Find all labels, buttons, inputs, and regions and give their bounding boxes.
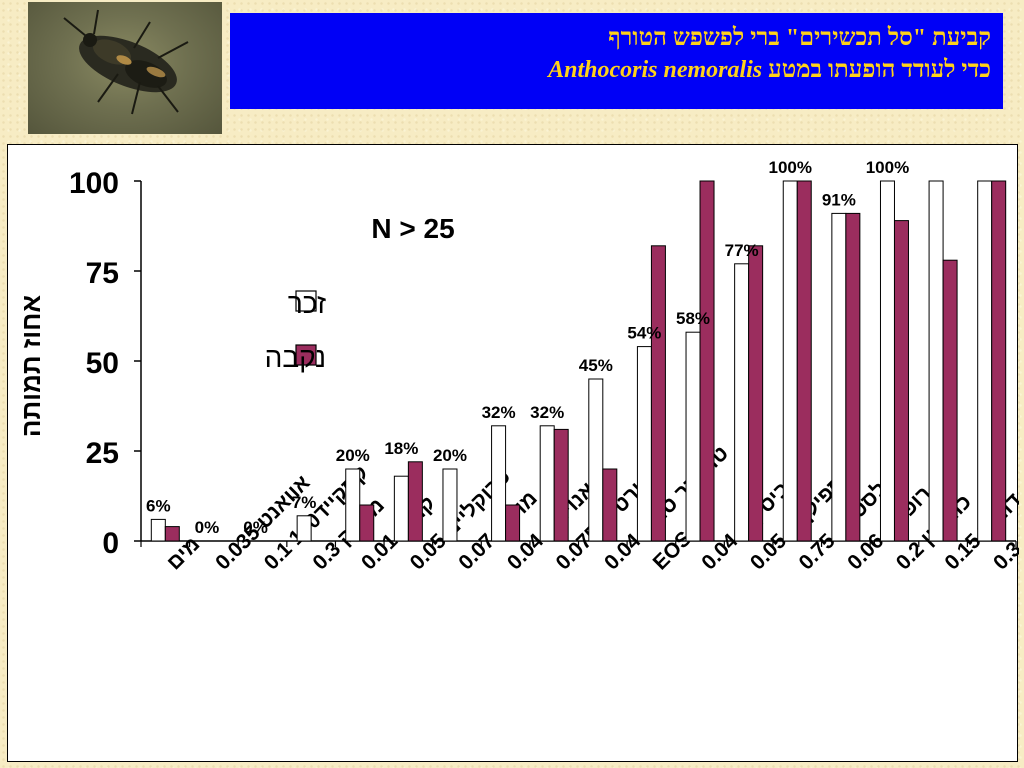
bar-male <box>879 180 895 542</box>
data-label: 20% <box>336 446 370 465</box>
bar-female <box>602 468 618 542</box>
title-box: קביעת "סל תכשירים" ברי לפשפש הטורף כדי ל… <box>230 13 1003 109</box>
title-line-2-hebrew: כדי לעודד הופעתו במטע <box>768 57 991 83</box>
y-tick-label: 25 <box>86 437 119 470</box>
bar-female <box>893 220 909 542</box>
data-label: 91% <box>822 190 856 209</box>
legend-label: זכר <box>288 288 326 319</box>
insect-image <box>63 9 189 115</box>
bar-male <box>685 331 701 542</box>
data-label: 32% <box>482 403 516 422</box>
bar-female <box>796 180 812 542</box>
legend-swatch <box>295 290 317 312</box>
title-line-2-latin: Anthocoris nemoralis <box>548 57 763 83</box>
data-label: 7% <box>292 493 317 512</box>
data-label: 45% <box>579 356 613 375</box>
bar-male <box>928 180 944 542</box>
bar-male <box>345 468 361 542</box>
data-label: 18% <box>384 439 418 458</box>
data-label: 0% <box>243 518 268 537</box>
y-tick-label: 0 <box>102 527 119 560</box>
sample-size-annotation: N > 25 <box>371 213 454 244</box>
data-label: 100% <box>866 158 909 177</box>
bar-female <box>359 504 375 542</box>
data-label: 58% <box>676 309 710 328</box>
bar-male <box>782 180 798 542</box>
data-label: 6% <box>146 496 171 515</box>
data-label: 20% <box>433 446 467 465</box>
bar-female <box>553 428 569 542</box>
y-tick-label: 100 <box>69 167 119 200</box>
data-label: 77% <box>725 241 759 260</box>
legend-swatch <box>295 344 317 366</box>
bar-male <box>831 212 847 542</box>
data-label: 32% <box>530 403 564 422</box>
y-tick-label: 75 <box>86 257 119 290</box>
y-tick-label: 50 <box>86 347 119 380</box>
y-axis-label: אחוז תמותה <box>16 295 46 437</box>
title-line-2: כדי לעודד הופעתו במטע Anthocoris nemoral… <box>242 54 991 86</box>
bar-female <box>748 245 764 542</box>
bar-male <box>977 180 993 542</box>
bar-male <box>442 468 458 542</box>
bar-female <box>407 461 423 542</box>
bar-male <box>539 425 555 542</box>
title-line-1: קביעת "סל תכשירים" ברי לפשפש הטורף <box>608 25 991 51</box>
bar-male <box>588 378 604 542</box>
bar-male <box>296 515 312 542</box>
data-label: 54% <box>627 324 661 343</box>
bar-male <box>393 475 409 542</box>
bar-female <box>505 504 521 542</box>
bar-male <box>491 425 507 542</box>
data-label: 100% <box>769 158 812 177</box>
bar-male <box>636 346 652 542</box>
bar-female <box>164 526 180 542</box>
data-label: 0% <box>195 518 220 537</box>
bar-female <box>699 180 715 542</box>
chart-frame: 0 25 50 75 100 אחוז תמותה 6% מים 0% אוואנט 0.035 0… <box>7 144 1019 762</box>
bar-female <box>650 245 666 542</box>
bar-female <box>942 259 958 542</box>
bar-male <box>734 263 750 542</box>
legend-label: נקבה <box>265 342 326 373</box>
bar-female <box>845 212 861 542</box>
bar-male <box>150 518 166 542</box>
insect-photo <box>28 2 222 134</box>
bar-female <box>991 180 1007 542</box>
